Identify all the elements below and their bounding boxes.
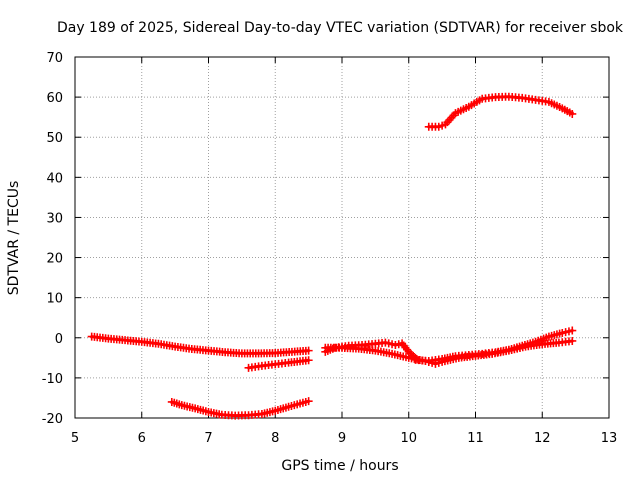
x-tick-label: 8 <box>271 431 279 446</box>
y-tick-label: 10 <box>46 292 63 307</box>
x-tick-label: 7 <box>204 431 212 446</box>
x-tick-label: 11 <box>467 431 484 446</box>
series-arc-1 <box>87 332 313 358</box>
y-tick-label: 0 <box>55 332 63 347</box>
x-tick-label: 13 <box>601 431 618 446</box>
x-tick-label: 9 <box>338 431 346 446</box>
x-tick-label: 10 <box>400 431 417 446</box>
x-tick-label: 6 <box>138 431 146 446</box>
data-marks <box>87 92 577 420</box>
series-arc-3 <box>167 397 313 420</box>
data-point <box>304 356 313 365</box>
x-axis-label: GPS time / hours <box>281 458 398 474</box>
data-point <box>568 336 577 345</box>
x-tick-label: 12 <box>534 431 551 446</box>
y-tick-label: 50 <box>46 131 63 146</box>
grid <box>75 57 609 418</box>
series-arc-2 <box>244 356 313 372</box>
series-arc-7 <box>424 92 577 131</box>
x-tick-label: 5 <box>71 431 79 446</box>
data-point <box>568 109 577 118</box>
y-tick-label: -10 <box>42 372 63 387</box>
y-tick-label: 20 <box>46 252 63 267</box>
chart-title: Day 189 of 2025, Sidereal Day-to-day VTE… <box>57 20 624 36</box>
y-tick-label: 40 <box>46 171 63 186</box>
data-point <box>304 397 313 406</box>
y-tick-label: -20 <box>42 412 63 427</box>
y-tick-label: 30 <box>46 211 63 226</box>
data-point <box>304 346 313 355</box>
y-axis-label: SDTVAR / TECUs <box>6 181 22 296</box>
data-point <box>568 326 577 335</box>
y-tick-label: 70 <box>46 51 63 66</box>
plot-frame <box>74 56 610 419</box>
axes <box>74 56 610 419</box>
series-arc-6 <box>411 326 577 366</box>
tick-labels: 5 6 7 8 9 10 11 12 13 -20 -10 0 10 20 30 40 50 60 70 <box>42 51 618 446</box>
y-tick-label: 60 <box>46 91 63 106</box>
